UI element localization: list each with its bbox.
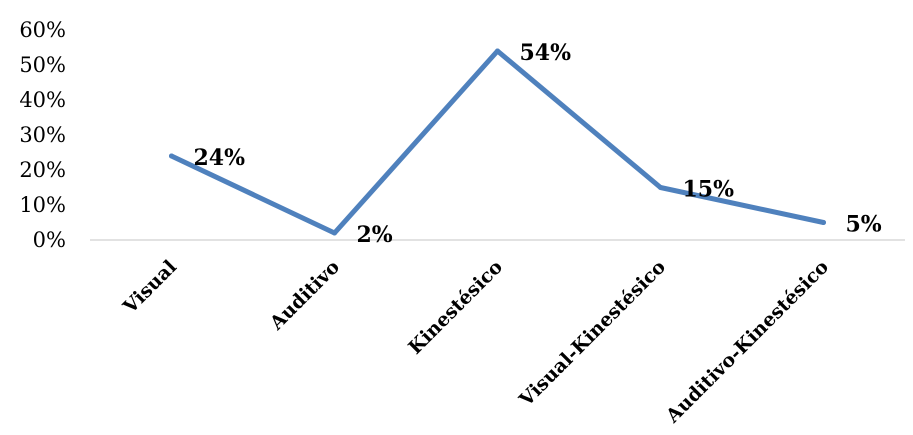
data-point bbox=[658, 185, 663, 190]
y-tick-label: 40% bbox=[19, 88, 66, 112]
x-tick-label: Auditivo bbox=[265, 256, 344, 335]
y-tick-label: 60% bbox=[19, 18, 66, 42]
data-label: 5% bbox=[846, 212, 882, 238]
data-point bbox=[495, 48, 500, 54]
data-point bbox=[332, 230, 337, 236]
data-label: 54% bbox=[520, 40, 572, 66]
data-label: 15% bbox=[683, 177, 735, 203]
y-tick-label: 0% bbox=[33, 228, 66, 252]
y-tick-label: 10% bbox=[19, 193, 66, 217]
data-point bbox=[821, 220, 826, 225]
data-point bbox=[169, 153, 174, 159]
x-tick-label: Visual-Kinestésico bbox=[515, 256, 670, 411]
y-tick-label: 30% bbox=[19, 123, 66, 147]
data-label: 24% bbox=[194, 145, 246, 171]
y-tick-label: 20% bbox=[19, 158, 66, 182]
x-tick-label: Auditivo-Kinestésico bbox=[661, 256, 833, 428]
data-label: 2% bbox=[357, 222, 393, 248]
x-tick-label: Kinestésico bbox=[404, 256, 507, 359]
series-line bbox=[169, 48, 826, 236]
x-tick-label: Visual bbox=[118, 256, 181, 319]
y-tick-label: 50% bbox=[19, 53, 66, 77]
